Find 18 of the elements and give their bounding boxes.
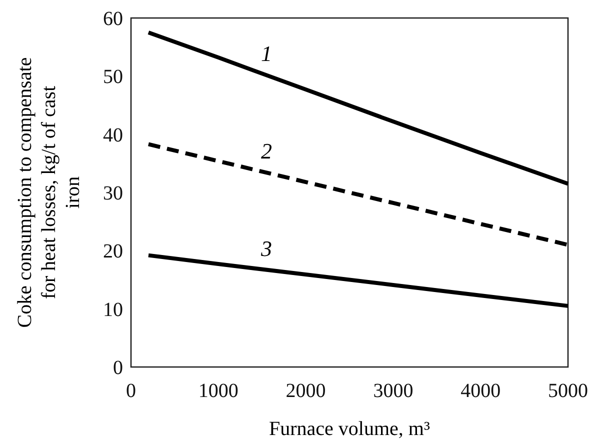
x-axis-title: Furnace volume, m³ [269,418,430,440]
x-tick-label: 3000 [373,380,414,402]
y-tick-label: 50 [103,66,123,88]
y-axis-title: Coke consumption to compensate for heat losses, kg/t of cast iron [14,57,84,328]
series-label: 2 [260,138,272,164]
y-tick-label: 20 [103,240,123,263]
y-tick-label: 40 [103,124,123,146]
line-series [146,30,570,186]
y-tick-label: 0 [113,357,123,379]
x-tick-label: 5000 [548,380,588,402]
series-label: 1 [260,41,272,66]
x-tick-label: 4000 [460,380,501,402]
x-tick-label: 2000 [286,380,326,402]
y-tick-label: 10 [103,298,123,321]
y-tick-label: 30 [103,182,123,204]
x-tick-label: 1000 [198,380,238,402]
series-label: 3 [260,236,272,261]
y-tick-label: 60 [103,8,123,30]
